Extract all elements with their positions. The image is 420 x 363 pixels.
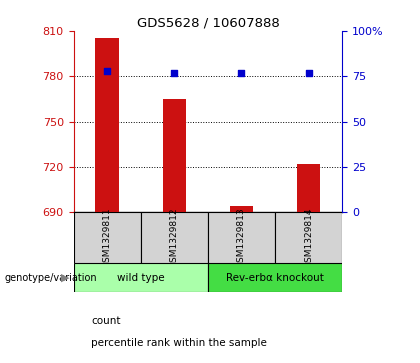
Title: GDS5628 / 10607888: GDS5628 / 10607888 bbox=[136, 17, 279, 30]
Text: GSM1329811: GSM1329811 bbox=[102, 207, 112, 268]
Text: count: count bbox=[91, 316, 121, 326]
Text: genotype/variation: genotype/variation bbox=[4, 273, 97, 283]
Text: ▶: ▶ bbox=[61, 273, 69, 283]
Text: Rev-erbα knockout: Rev-erbα knockout bbox=[226, 273, 324, 283]
Bar bbox=[74, 212, 141, 263]
Text: GSM1329814: GSM1329814 bbox=[304, 208, 313, 268]
Bar bbox=[163, 99, 186, 212]
Point bbox=[238, 70, 245, 76]
Bar bbox=[275, 212, 342, 263]
Text: GSM1329812: GSM1329812 bbox=[170, 208, 179, 268]
Point bbox=[305, 70, 312, 76]
Point bbox=[104, 68, 110, 74]
Point bbox=[171, 70, 178, 76]
Text: percentile rank within the sample: percentile rank within the sample bbox=[91, 338, 267, 348]
Bar bbox=[297, 164, 320, 212]
Bar bbox=[74, 263, 208, 292]
Bar bbox=[208, 263, 342, 292]
Bar bbox=[95, 38, 119, 212]
Text: wild type: wild type bbox=[117, 273, 165, 283]
Bar bbox=[141, 212, 208, 263]
Bar bbox=[230, 206, 253, 212]
Bar bbox=[208, 212, 275, 263]
Text: GSM1329813: GSM1329813 bbox=[237, 207, 246, 268]
